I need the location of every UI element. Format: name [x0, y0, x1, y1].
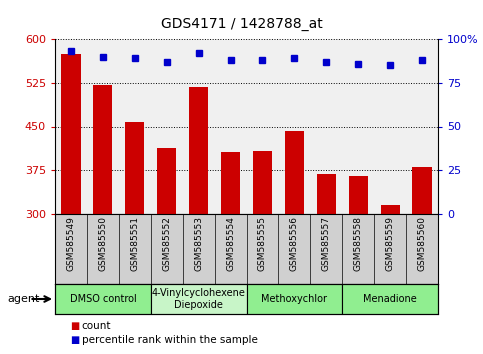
- Text: GSM585559: GSM585559: [385, 216, 395, 271]
- Bar: [151, 284, 246, 314]
- Bar: [157, 148, 176, 214]
- Bar: [246, 284, 342, 314]
- Text: GSM585553: GSM585553: [194, 216, 203, 271]
- Bar: [221, 152, 240, 214]
- Bar: [125, 122, 144, 214]
- Bar: [412, 167, 432, 214]
- Text: GSM585560: GSM585560: [417, 216, 426, 271]
- Text: GSM585550: GSM585550: [99, 216, 107, 271]
- Bar: [285, 131, 304, 214]
- Text: GDS4171 / 1428788_at: GDS4171 / 1428788_at: [161, 17, 322, 31]
- Bar: [93, 85, 113, 214]
- Text: GSM585558: GSM585558: [354, 216, 363, 271]
- Bar: [381, 205, 400, 214]
- Bar: [349, 176, 368, 214]
- Text: GSM585552: GSM585552: [162, 216, 171, 271]
- Text: 4-Vinylcyclohexene
Diepoxide: 4-Vinylcyclohexene Diepoxide: [152, 288, 245, 310]
- Bar: [61, 53, 81, 214]
- Text: ■: ■: [70, 321, 79, 331]
- Text: GSM585556: GSM585556: [290, 216, 299, 271]
- Bar: [342, 284, 438, 314]
- Text: percentile rank within the sample: percentile rank within the sample: [82, 335, 257, 345]
- Text: count: count: [82, 321, 111, 331]
- Text: GSM585549: GSM585549: [67, 216, 75, 271]
- Text: GSM585555: GSM585555: [258, 216, 267, 271]
- Text: GSM585557: GSM585557: [322, 216, 331, 271]
- Text: ■: ■: [70, 335, 79, 345]
- Text: GSM585551: GSM585551: [130, 216, 139, 271]
- Text: DMSO control: DMSO control: [70, 294, 136, 304]
- Bar: [317, 174, 336, 214]
- Bar: [253, 151, 272, 214]
- Text: agent: agent: [7, 294, 40, 304]
- Text: Methoxychlor: Methoxychlor: [261, 294, 327, 304]
- Text: GSM585554: GSM585554: [226, 216, 235, 271]
- Text: Menadione: Menadione: [363, 294, 417, 304]
- Bar: [189, 87, 208, 214]
- Bar: [55, 284, 151, 314]
